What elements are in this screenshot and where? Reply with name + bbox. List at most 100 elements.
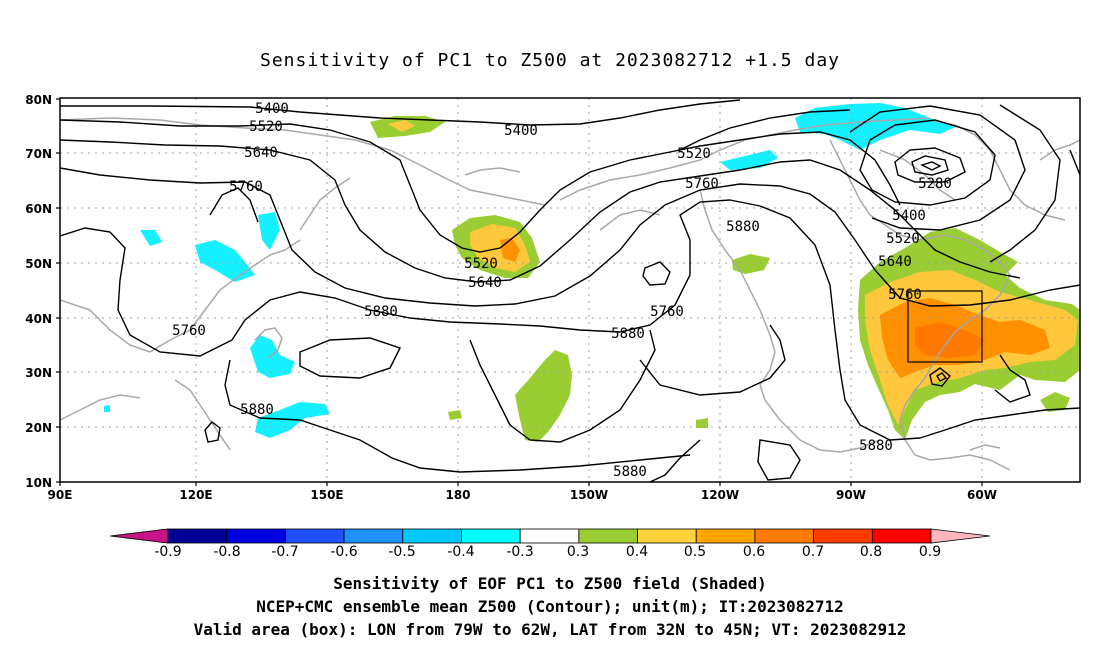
contour-5400-ring [859, 119, 996, 206]
contour-label: 5280 [918, 176, 952, 192]
colorbar-label: 0.8 [860, 544, 882, 560]
contour-label: 5880 [726, 219, 760, 235]
contour-label: 5400 [504, 123, 538, 139]
cyan-patch-arctic [795, 103, 955, 150]
colorbar-cell [284, 528, 345, 544]
colorbar-right-arrow [930, 528, 991, 544]
colorbar-label: -0.3 [506, 544, 533, 560]
darkorange-patch-east-us [915, 322, 985, 358]
contour-5880-c [224, 359, 691, 473]
lat-label: 10N [25, 476, 52, 490]
colorbar-label: -0.8 [213, 544, 240, 560]
colorbar-cell [871, 528, 932, 544]
lon-label: 60W [967, 488, 997, 502]
cyan-patch-japan [250, 335, 295, 378]
contour-5280-ring-3 [920, 161, 942, 171]
contour-label: 5640 [878, 254, 912, 270]
colorbar-label: 0.5 [684, 544, 706, 560]
grid-lines [60, 98, 1080, 482]
valid-area-box [907, 290, 983, 363]
lon-label: 180 [445, 488, 470, 502]
contour-labels: 5400 5520 5640 5400 5760 5520 5760 5280 … [172, 101, 952, 480]
caption-line-1: Sensitivity of EOF PC1 to Z500 field (Sh… [333, 574, 767, 593]
contour-label: 5400 [892, 208, 926, 224]
colorbar-label: -0.7 [271, 544, 298, 560]
cyan-patch-asia-1 [195, 240, 255, 282]
contour-label: 5520 [886, 231, 920, 247]
colorbar-cell [813, 528, 873, 544]
map-ticks [56, 98, 983, 486]
cyan-patch-canada [720, 150, 778, 170]
contour-5760-arc [1069, 149, 1080, 176]
colorbar-labels: -0.9 -0.8 -0.7 -0.6 -0.5 -0.4 -0.3 0.3 0… [154, 544, 941, 560]
contour-label: 5520 [464, 256, 498, 272]
colorbar-cell [343, 528, 404, 544]
colorbar-label: 0.3 [567, 544, 589, 560]
contour-5640 [60, 139, 1021, 283]
lon-label: 150W [570, 488, 608, 502]
contour-5280-ring-1 [894, 147, 966, 183]
lat-label: 70N [25, 147, 52, 161]
colorbar-label: 0.6 [743, 544, 765, 560]
contour-label: 5760 [229, 179, 263, 195]
colorbar-left-arrow [109, 528, 169, 544]
caption-line-2: NCEP+CMC ensemble mean Z500 (Contour); u… [256, 597, 844, 616]
colorbar-cell [637, 528, 697, 544]
colorbar-cell [226, 528, 286, 544]
green-patch-rockies [732, 254, 770, 274]
contour-5880-a [60, 199, 731, 357]
cyan-patch-small [104, 405, 110, 412]
contour-5400 [60, 99, 741, 126]
lat-label: 40N [25, 312, 52, 326]
contour-small-low [929, 367, 951, 387]
lat-label: 60N [25, 202, 52, 216]
cyan-patch-asia-2 [258, 212, 280, 250]
lat-label: 20N [25, 421, 52, 435]
map-title: Sensitivity of PC1 to Z500 at 2023082712… [259, 50, 840, 71]
lon-label: 90W [836, 488, 866, 502]
lat-label: 50N [25, 257, 52, 271]
colorbar-label: 0.4 [626, 544, 648, 560]
colorbar-label: -0.6 [330, 544, 357, 560]
lat-labels: 80N 70N 60N 50N 40N 30N 20N 10N [25, 93, 52, 490]
contour-5760 [60, 167, 1080, 307]
contour-5520-ring [849, 105, 1026, 231]
lon-labels: 90E 120E 150E 180 150W 120W 90W 60W [48, 488, 997, 502]
contour-label: 5520 [677, 146, 711, 162]
colorbar-label: 0.9 [919, 544, 941, 560]
lat-label: 30N [25, 366, 52, 380]
contour-label: 5880 [611, 326, 645, 342]
contour-5880-f [757, 439, 801, 481]
contour-label: 5760 [650, 304, 684, 320]
contour-5880-e [639, 324, 786, 396]
contour-label: 5760 [888, 287, 922, 303]
green-patch-hawaii [515, 350, 572, 442]
lon-label: 90E [48, 488, 73, 502]
lon-label: 120W [701, 488, 739, 502]
colorbar-cell [695, 528, 756, 544]
contour-label: 5880 [240, 402, 274, 418]
contour-label: 5880 [859, 438, 893, 454]
contour-label: 5520 [249, 119, 283, 135]
contour-5880-g [649, 439, 701, 482]
contour-label: 5880 [613, 464, 647, 480]
contour-label: 5760 [172, 323, 206, 339]
colorbar-label: 0.7 [802, 544, 824, 560]
cyan-patch-asia-3 [140, 230, 162, 246]
contour-5520-ak [679, 109, 851, 151]
contour-5880-k [994, 354, 1031, 403]
map-frame [59, 97, 1081, 483]
lon-label: 120E [179, 488, 212, 502]
colorbar-label: -0.5 [388, 544, 415, 560]
contour-small-low-inner [936, 372, 948, 382]
contour-5760-small [642, 261, 671, 286]
colorbar-cell [578, 528, 638, 544]
contour-5880-h [299, 337, 401, 379]
colorbar-label: -0.9 [154, 544, 181, 560]
contour-5760-b [209, 187, 259, 223]
contour-5640-arc [989, 104, 1061, 263]
green-patch-small-1 [448, 410, 462, 420]
contour-label: 5880 [364, 304, 398, 320]
contour-label: 5640 [244, 145, 278, 161]
